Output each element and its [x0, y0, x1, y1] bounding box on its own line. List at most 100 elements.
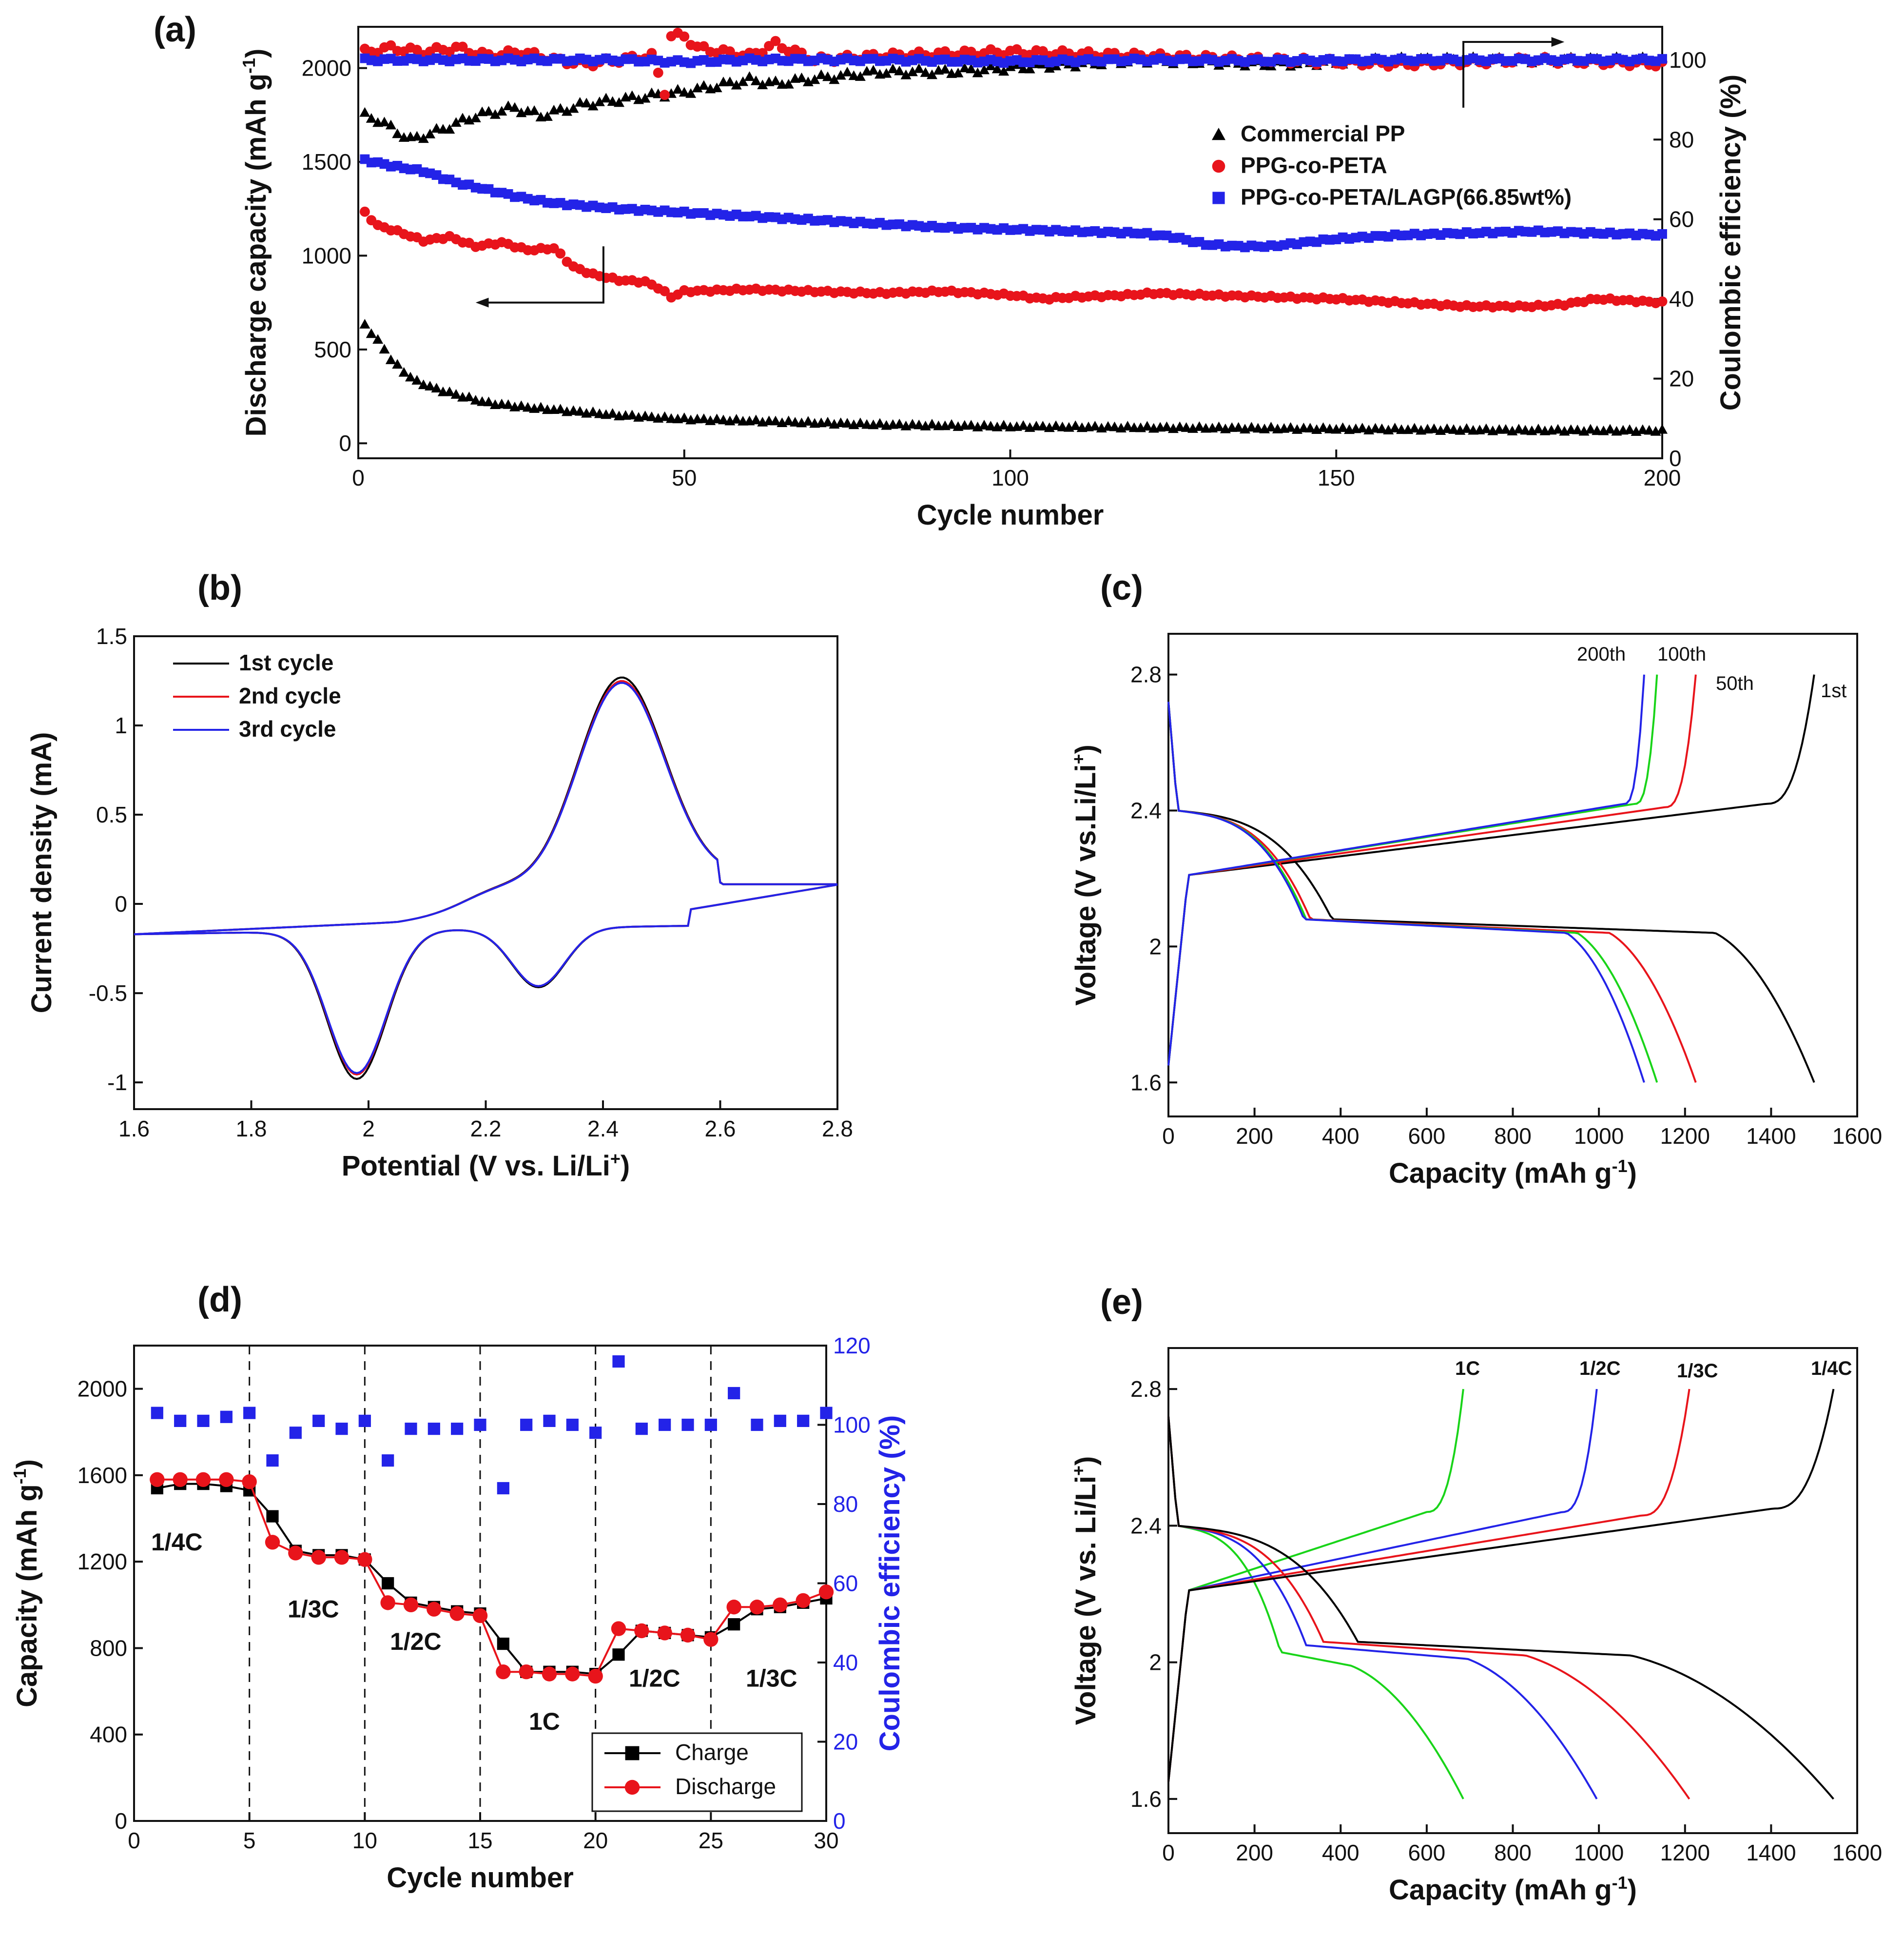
y2-tick-label: 80 — [833, 1491, 858, 1517]
data-point — [728, 1618, 740, 1631]
data-point — [366, 113, 377, 123]
data-point — [640, 93, 651, 103]
data-point — [382, 1577, 394, 1590]
data-point — [966, 420, 977, 430]
data-point — [496, 398, 507, 409]
data-point — [382, 1454, 394, 1467]
data-point — [770, 36, 781, 46]
data-point — [312, 1414, 325, 1427]
discharge-curve — [1167, 1416, 1598, 1799]
data-point — [731, 413, 742, 424]
data-point — [612, 1648, 625, 1661]
data-point — [855, 417, 866, 428]
panel-e: 0 200 400 600 800 1000 1200 1400 1600 1.6 2 2.4 2.8 C… — [1069, 1283, 1882, 1906]
data-point — [750, 414, 761, 425]
data-point — [335, 1423, 348, 1435]
data-point — [1585, 424, 1596, 434]
data-point — [818, 1584, 834, 1600]
data-point — [562, 106, 572, 116]
data-point — [385, 119, 396, 130]
data-point — [681, 1418, 694, 1431]
series-line — [157, 1478, 827, 1678]
data-point — [1213, 421, 1224, 431]
data-point — [612, 1355, 625, 1368]
data-point — [770, 75, 781, 85]
data-point — [529, 105, 540, 115]
curve-annotation: 100th — [1657, 644, 1706, 665]
curve-annotation: 1/2C — [1579, 1358, 1621, 1379]
data-point — [749, 1600, 765, 1615]
data-point — [385, 354, 396, 364]
x-tick-label: 1.8 — [236, 1116, 267, 1141]
data-point — [1024, 63, 1035, 74]
data-point — [913, 63, 925, 73]
data-point — [589, 1427, 602, 1439]
data-point — [796, 1593, 811, 1608]
y-tick-label: 2000 — [302, 56, 351, 81]
data-point — [427, 1602, 442, 1617]
data-point — [542, 1666, 557, 1682]
cv-curve-upper — [134, 682, 837, 936]
data-point — [783, 415, 794, 426]
data-point — [1605, 424, 1615, 434]
data-point — [979, 420, 990, 430]
x-tick-label: 2.6 — [705, 1116, 736, 1141]
legend-label: PPG-co-PETA — [1241, 153, 1387, 178]
x-tick-label: 0 — [1162, 1123, 1175, 1149]
y-axis-label: Voltage (V vs.Li/Li+) — [1069, 744, 1102, 1006]
data-point — [894, 65, 905, 76]
curve-annotation: 1st — [1821, 680, 1846, 702]
data-point — [1142, 421, 1153, 431]
y-tick-label: 2 — [1149, 934, 1162, 959]
y2-tick-label: 80 — [1669, 127, 1694, 152]
y-tick-label: 1500 — [302, 149, 351, 175]
data-point — [1252, 423, 1263, 433]
discharge-curve — [1167, 702, 1658, 1083]
data-point — [1513, 424, 1524, 433]
data-point — [640, 411, 651, 420]
legend: 1st cycle 2nd cycle 3rd cycle — [173, 650, 341, 742]
data-point — [726, 1600, 741, 1615]
data-point — [653, 67, 663, 78]
data-point — [574, 97, 585, 107]
data-point — [359, 206, 370, 217]
data-point — [489, 109, 501, 119]
x-tick-label: 2.2 — [470, 1116, 502, 1141]
data-point — [392, 128, 403, 138]
data-point — [829, 74, 840, 84]
rate-label: 1C — [529, 1708, 560, 1735]
data-point — [770, 415, 781, 426]
x-tick-label: 1600 — [1832, 1840, 1882, 1865]
data-point — [920, 67, 931, 77]
data-point — [195, 1472, 211, 1487]
legend-label: 1st cycle — [239, 650, 333, 675]
data-point — [927, 69, 937, 79]
data-point — [635, 1423, 648, 1435]
data-point — [698, 413, 709, 423]
data-point — [731, 79, 742, 90]
arrow-head — [1551, 37, 1565, 47]
charge-curve — [1167, 1388, 1690, 1782]
data-point — [672, 84, 683, 94]
data-point — [150, 1472, 165, 1487]
data-point — [1018, 420, 1029, 430]
data-point — [614, 97, 624, 107]
data-point — [887, 63, 898, 74]
data-point — [197, 1414, 210, 1427]
data-point — [311, 1550, 326, 1565]
data-point — [774, 1414, 786, 1427]
y-tick-label: -0.5 — [89, 980, 127, 1006]
data-point — [966, 63, 977, 74]
data-point — [543, 1414, 556, 1427]
data-point — [773, 1597, 788, 1613]
data-point — [796, 72, 807, 82]
data-point — [783, 78, 794, 89]
data-point — [555, 103, 566, 113]
y2-axis-label: Coulombic efficiency (%) — [874, 1415, 906, 1752]
y-tick-label: 1.6 — [1130, 1070, 1162, 1095]
legend-label: PPG-co-PETA/LAGP(66.85wt%) — [1241, 184, 1572, 210]
data-point — [611, 1621, 626, 1636]
data-point — [1657, 296, 1668, 307]
data-point — [398, 367, 409, 377]
data-point — [431, 383, 442, 392]
